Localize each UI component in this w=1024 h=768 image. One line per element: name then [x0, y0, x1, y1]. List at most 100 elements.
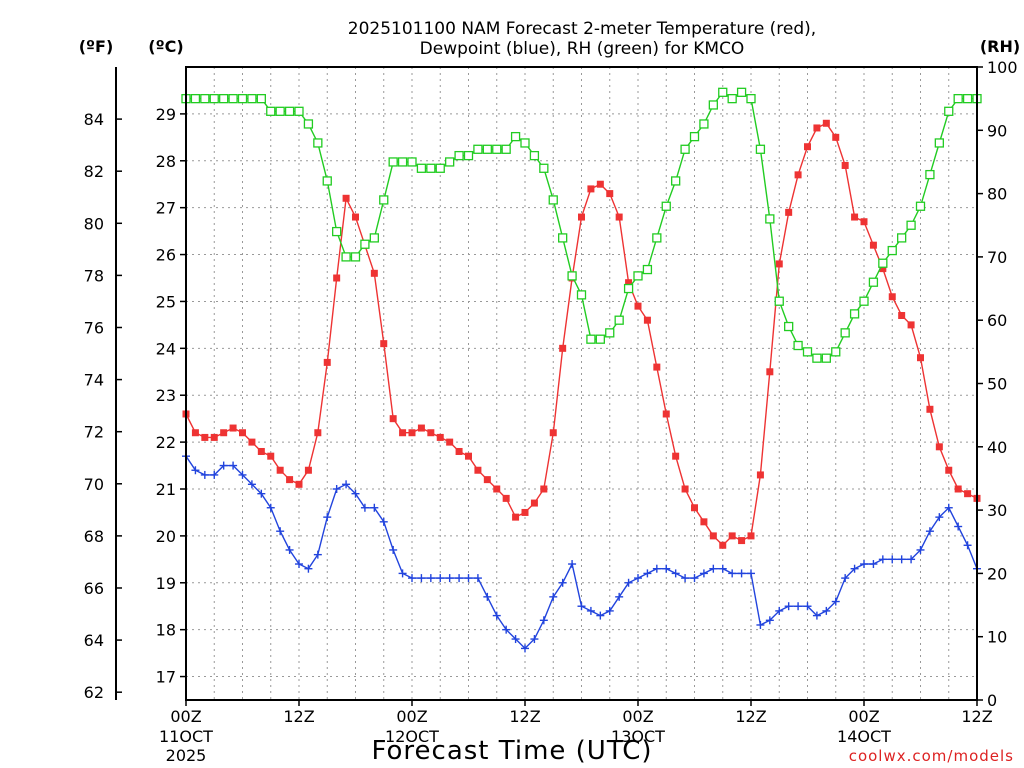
- temperature-point: [634, 302, 642, 310]
- dewpoint-point: [615, 592, 624, 601]
- temperature-point: [389, 415, 397, 423]
- temperature-point: [945, 466, 953, 474]
- unit-label-celsius: (ºC): [148, 37, 183, 56]
- temperature-point: [907, 321, 915, 329]
- rh-point: [906, 220, 916, 230]
- rh-point: [237, 94, 248, 104]
- dewpoint-point: [408, 574, 416, 583]
- dewpoint-point: [445, 574, 454, 583]
- temperature-point: [521, 508, 529, 516]
- rh-point: [802, 347, 813, 357]
- unit-label-rh: (RH): [980, 37, 1020, 56]
- rh-point: [228, 94, 238, 104]
- temperature-point: [483, 476, 491, 484]
- rh-point: [190, 94, 201, 104]
- dewpoint-point: [398, 569, 407, 578]
- series-dewpoint: [182, 452, 981, 653]
- dewpoint-point: [869, 560, 878, 569]
- temperature-point: [822, 119, 830, 127]
- temperature-point: [738, 537, 746, 545]
- dewpoint-point: [605, 606, 614, 615]
- temperature-point: [653, 363, 661, 371]
- dewpoint-point: [483, 592, 492, 601]
- temperature-point: [220, 429, 228, 437]
- fahrenheit-tick-label: 72: [84, 423, 104, 442]
- temperature-point: [841, 161, 849, 169]
- rh-tick-label: 80: [987, 185, 1007, 204]
- right-axis: 0 10 20 30 40 50 60 70 80 90 100: [977, 58, 1018, 710]
- temperature-point: [286, 476, 294, 484]
- rh-point: [671, 176, 681, 186]
- temperature-point: [333, 274, 341, 282]
- rh-point: [200, 94, 210, 104]
- dewpoint-point: [285, 545, 294, 554]
- temperature-point: [794, 171, 802, 179]
- dewpoint-point: [313, 550, 322, 559]
- temperature-point: [643, 316, 651, 324]
- temperature-point: [587, 185, 595, 193]
- dewpoint-point: [841, 574, 850, 583]
- dewpoint-point: [257, 489, 266, 498]
- temperature-point: [926, 405, 934, 413]
- rh-point: [341, 252, 351, 262]
- temperature-point: [512, 513, 520, 521]
- dewpoint-point: [473, 574, 482, 583]
- temperature-point: [898, 312, 906, 320]
- temperature-point: [775, 260, 783, 268]
- dewpoint-point: [944, 503, 953, 512]
- x-tick-label: 00Z: [848, 707, 879, 726]
- dewpoint-point: [831, 597, 840, 606]
- temperature-point: [606, 190, 614, 198]
- dewpoint-point: [671, 569, 680, 578]
- rh-point: [256, 94, 266, 104]
- rh-point: [774, 296, 784, 306]
- dewpoint-point: [568, 560, 577, 569]
- x-tick-label: 00Z: [622, 707, 653, 726]
- rh-point: [266, 106, 276, 116]
- dewpoint-point: [539, 616, 548, 625]
- rh-point: [482, 144, 492, 154]
- temperature-point: [747, 532, 755, 540]
- rh-point: [529, 150, 540, 161]
- rh-point: [492, 144, 502, 154]
- temperature-point: [766, 368, 774, 376]
- x-tick-label: 00Z: [396, 707, 427, 726]
- temperature-point: [851, 213, 859, 221]
- temperature-point: [465, 452, 472, 460]
- temperature-point: [672, 452, 680, 460]
- rh-tick-label: 20: [987, 564, 1007, 583]
- fahrenheit-tick-label: 64: [84, 631, 104, 650]
- rh-point: [388, 157, 398, 167]
- dewpoint-point: [963, 541, 972, 550]
- temperature-point: [248, 438, 256, 446]
- x-tick-date: 13OCT: [611, 727, 665, 746]
- dewpoint-point: [379, 517, 388, 526]
- rh-point: [727, 94, 737, 104]
- rh-point: [313, 138, 323, 148]
- x-axis-title: Forecast Time (UTC): [371, 736, 652, 766]
- temperature-point: [370, 269, 378, 277]
- fahrenheit-tick-label: 80: [84, 214, 104, 233]
- dewpoint-point: [549, 592, 558, 601]
- temperature-point: [352, 213, 359, 221]
- rh-point: [633, 271, 643, 281]
- dewpoint-point: [492, 611, 501, 620]
- temperature-point: [832, 133, 840, 141]
- temperature-point: [719, 541, 727, 549]
- rh-tick-label: 60: [987, 311, 1007, 330]
- dewpoint-point: [455, 574, 464, 583]
- dewpoint-point: [737, 569, 746, 578]
- rh-point: [586, 334, 596, 344]
- rh-point: [445, 157, 455, 167]
- temperature-point: [935, 443, 943, 451]
- fahrenheit-tick-label: 76: [84, 318, 104, 337]
- celsius-tick-label: 27: [156, 199, 176, 218]
- rh-point: [558, 233, 568, 243]
- temperature-point: [813, 124, 821, 132]
- temperature-point: [559, 344, 567, 352]
- rh-tick-label: 0: [987, 691, 997, 710]
- fahrenheit-tick-label: 70: [84, 475, 104, 494]
- temperature-point: [295, 480, 303, 488]
- rh-point: [962, 94, 973, 104]
- dewpoint-point: [210, 470, 219, 479]
